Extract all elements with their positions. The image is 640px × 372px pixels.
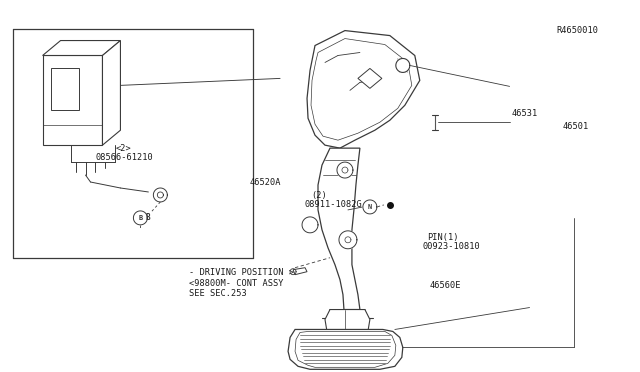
Polygon shape	[43, 55, 102, 145]
Polygon shape	[154, 188, 167, 202]
Text: - DRIVING POSITION >: - DRIVING POSITION >	[189, 268, 294, 277]
Polygon shape	[51, 68, 79, 110]
Text: B: B	[145, 214, 150, 222]
Polygon shape	[325, 310, 370, 331]
Text: N: N	[368, 204, 372, 210]
Polygon shape	[302, 217, 318, 233]
Text: (2): (2)	[312, 191, 328, 200]
Text: PIN(1): PIN(1)	[428, 232, 459, 242]
Text: B: B	[138, 215, 143, 221]
Text: 00923-10810: 00923-10810	[422, 241, 480, 250]
Polygon shape	[318, 148, 360, 310]
Text: N: N	[368, 204, 372, 210]
Text: R4650010: R4650010	[556, 26, 598, 35]
Text: 46520A: 46520A	[250, 178, 281, 187]
Text: SEE SEC.253: SEE SEC.253	[189, 289, 247, 298]
Polygon shape	[102, 41, 120, 145]
Text: <98800M- CONT ASSY: <98800M- CONT ASSY	[189, 279, 284, 288]
Polygon shape	[157, 192, 163, 198]
Text: <2>: <2>	[116, 144, 131, 153]
Polygon shape	[293, 268, 307, 275]
Polygon shape	[307, 31, 420, 148]
Polygon shape	[288, 330, 403, 369]
Text: 46560E: 46560E	[430, 281, 461, 290]
Polygon shape	[339, 231, 357, 249]
Polygon shape	[358, 68, 382, 89]
Polygon shape	[345, 237, 351, 243]
Text: 46501: 46501	[563, 122, 589, 131]
Polygon shape	[133, 211, 147, 225]
Text: 08911-1082G: 08911-1082G	[305, 200, 362, 209]
Text: 08566-61210: 08566-61210	[95, 153, 153, 162]
Polygon shape	[342, 167, 348, 173]
Polygon shape	[396, 58, 410, 73]
Text: 46531: 46531	[511, 109, 538, 118]
Polygon shape	[43, 41, 120, 55]
Polygon shape	[337, 162, 353, 178]
Polygon shape	[363, 200, 377, 214]
